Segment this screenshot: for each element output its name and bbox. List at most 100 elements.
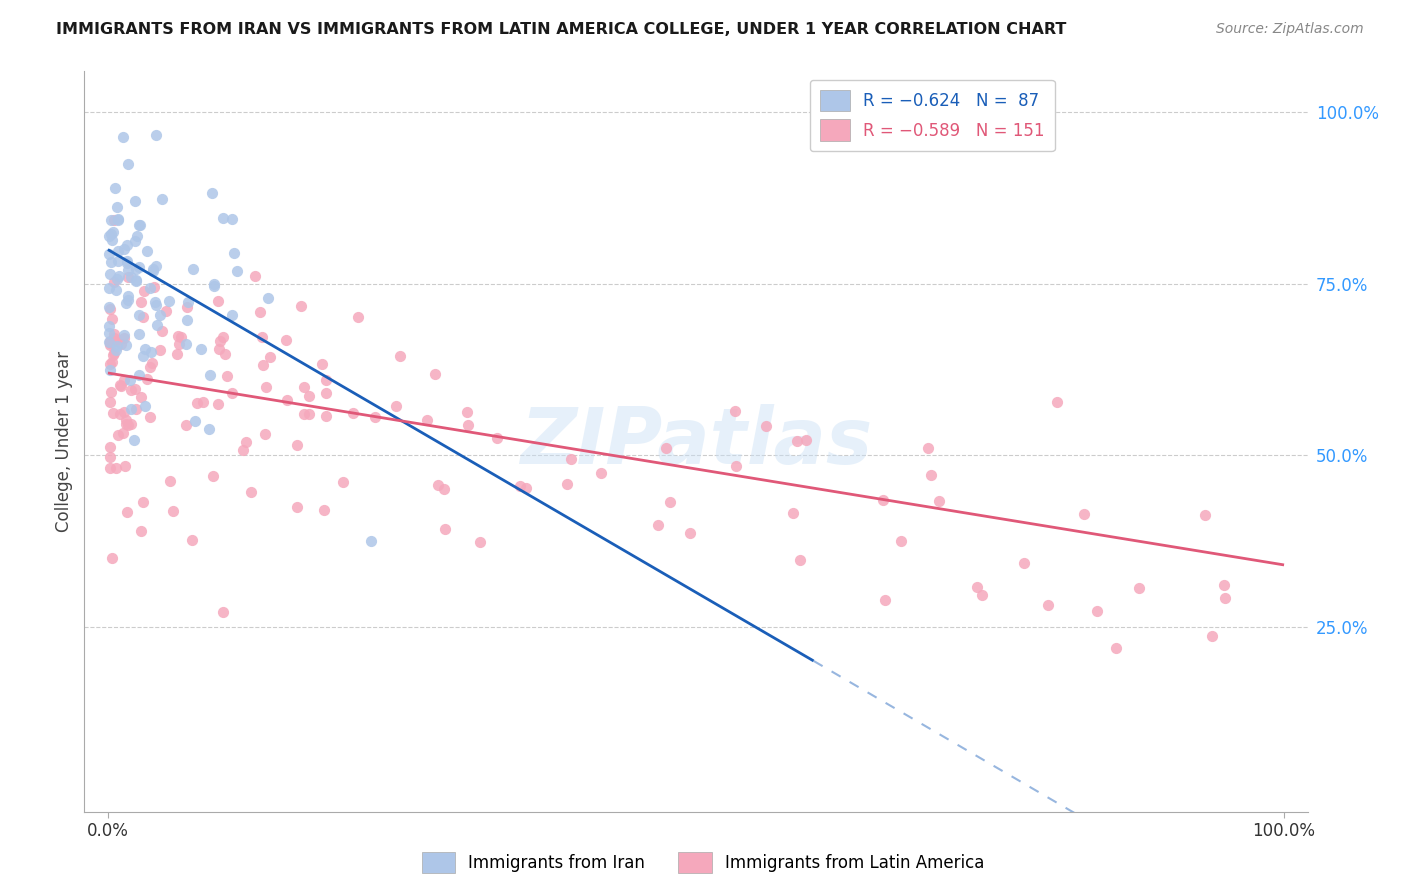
Point (150, 192, 173, 206)
Point (1128, 581, 1150, 595)
Point (143, 295, 166, 310)
Point (208, 342, 231, 356)
Point (101, 225, 124, 239)
Point (150, 324, 173, 338)
Point (456, 405, 478, 419)
Point (142, 261, 165, 276)
Point (135, 244, 157, 259)
Point (139, 345, 162, 359)
Y-axis label: College, Under 1 year: College, Under 1 year (55, 351, 73, 533)
Point (98, 440, 121, 454)
Point (252, 358, 274, 372)
Point (120, 417, 142, 431)
Point (139, 281, 162, 295)
Point (786, 434, 808, 448)
Point (591, 466, 613, 480)
Point (555, 477, 578, 491)
Point (181, 533, 204, 547)
Point (235, 435, 257, 450)
Point (115, 505, 138, 519)
Point (107, 427, 129, 442)
Point (297, 407, 319, 421)
Point (131, 349, 153, 363)
Point (143, 280, 166, 294)
Point (103, 346, 125, 360)
Point (794, 434, 817, 448)
Point (98, 450, 121, 464)
Point (183, 262, 205, 277)
Point (111, 130, 134, 145)
Point (108, 269, 131, 284)
Point (875, 593, 897, 607)
Point (207, 293, 229, 308)
Point (222, 245, 245, 260)
Point (970, 588, 993, 602)
Point (239, 484, 262, 499)
Point (105, 272, 128, 286)
Point (1213, 578, 1236, 592)
Point (134, 399, 156, 413)
Point (112, 373, 135, 387)
Point (315, 385, 337, 400)
Point (1105, 641, 1128, 656)
Point (198, 422, 221, 436)
Point (124, 382, 146, 396)
Point (98, 334, 121, 348)
Point (920, 468, 942, 483)
Point (1014, 556, 1036, 570)
Point (98, 461, 121, 475)
Point (101, 406, 124, 420)
Point (658, 495, 681, 509)
Point (207, 397, 229, 411)
Point (416, 412, 439, 426)
Point (186, 396, 208, 410)
Point (423, 368, 446, 382)
Point (157, 293, 180, 308)
Point (252, 330, 274, 344)
Point (314, 503, 336, 517)
Point (789, 553, 811, 567)
Point (890, 533, 912, 548)
Point (98, 318, 121, 333)
Point (138, 409, 160, 424)
Point (515, 481, 537, 495)
Point (290, 299, 312, 313)
Point (212, 211, 235, 225)
Point (139, 360, 162, 375)
Point (364, 409, 387, 424)
Point (166, 347, 188, 361)
Point (177, 294, 200, 309)
Point (342, 406, 364, 420)
Point (385, 399, 408, 413)
Point (128, 327, 150, 342)
Text: ZIPatlas: ZIPatlas (520, 403, 872, 480)
Point (98, 246, 121, 260)
Point (212, 605, 235, 619)
Point (103, 213, 125, 227)
Point (190, 342, 212, 356)
Point (129, 295, 152, 310)
Point (146, 318, 169, 332)
Point (678, 526, 700, 541)
Point (433, 482, 456, 496)
Point (98, 280, 121, 294)
Point (724, 458, 747, 473)
Point (470, 534, 492, 549)
Point (103, 330, 125, 344)
Point (167, 337, 190, 351)
Point (125, 273, 148, 287)
Point (1038, 598, 1060, 612)
Point (509, 479, 531, 493)
Point (176, 313, 198, 327)
Point (1087, 604, 1109, 618)
Point (98, 363, 121, 377)
Point (120, 402, 142, 417)
Point (254, 380, 277, 394)
Point (315, 373, 337, 387)
Point (115, 238, 138, 252)
Point (214, 347, 236, 361)
Point (98, 326, 121, 341)
Point (110, 407, 132, 421)
Point (128, 309, 150, 323)
Point (124, 194, 146, 209)
